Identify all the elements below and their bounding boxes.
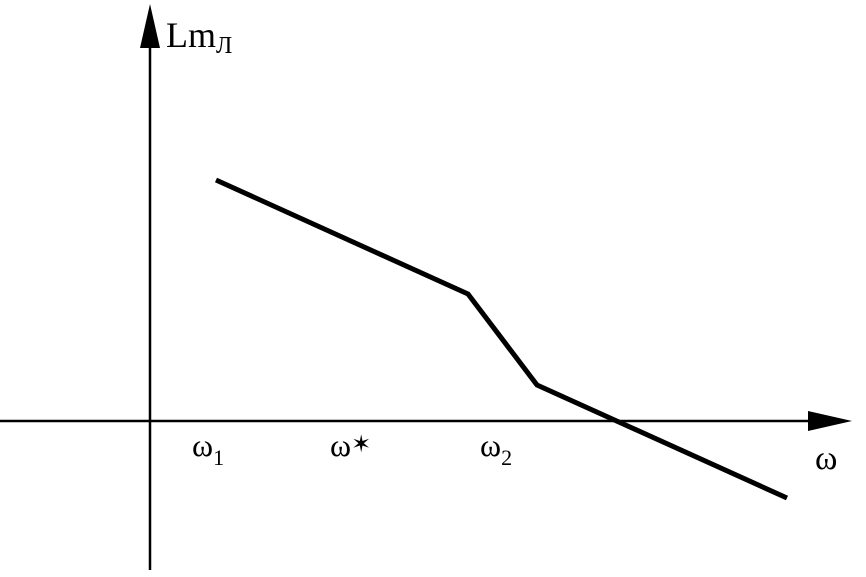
tick-omega-2-sub: 2 xyxy=(501,445,512,470)
tick-label-omega-2: ω2 xyxy=(480,427,512,470)
tick-label-omega-star: ω✶ xyxy=(330,427,371,463)
y-axis-label-sub: Л xyxy=(216,33,232,59)
lam-curve xyxy=(214,177,789,501)
tick-omega-star-base: ω xyxy=(330,427,351,463)
tick-label-omega-1: ω1 xyxy=(192,427,224,470)
tick-omega-1-base: ω xyxy=(192,427,213,463)
x-axis-arrowhead xyxy=(808,411,852,431)
tick-omega-1-sub: 1 xyxy=(213,445,224,470)
x-axis-label: ω xyxy=(815,440,837,477)
y-axis-arrowhead xyxy=(140,4,160,48)
tick-omega-star-sup: ✶ xyxy=(351,432,371,458)
y-axis-label-main: Lm xyxy=(166,15,216,55)
y-axis-label: LmЛ xyxy=(166,15,232,59)
tick-omega-2-base: ω xyxy=(480,427,501,463)
